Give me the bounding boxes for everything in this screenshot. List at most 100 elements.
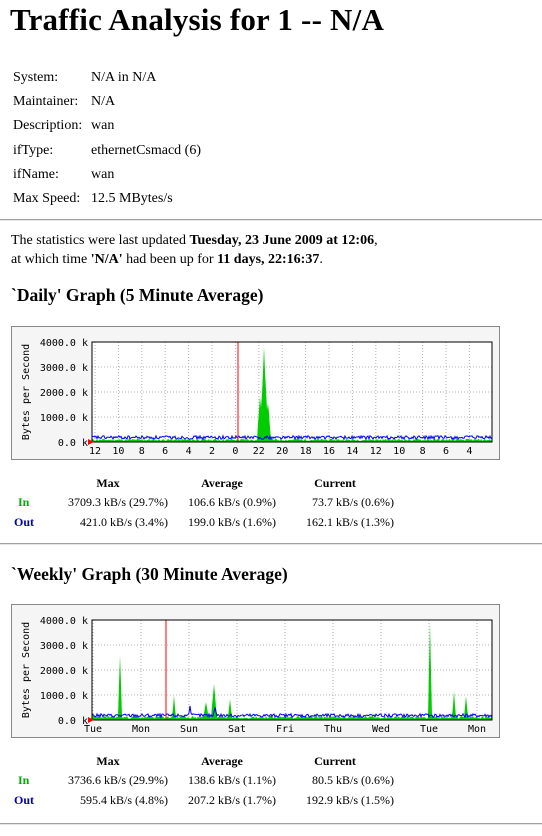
stats-text: at which time (11, 252, 91, 267)
info-label: ifType: (13, 142, 54, 158)
x-tick-label: 0 (232, 446, 238, 457)
weekly-graph-svg: 0.0 k 1000.0 k 2000.0 k 3000.0 k 4000.0 k Tue… (21, 616, 493, 735)
page-title: Traffic Analysis for 1 -- N/A (10, 2, 385, 37)
stats-text: . (319, 252, 323, 267)
col-current: Current (314, 753, 356, 768)
x-tick-label: 12 (370, 446, 382, 457)
info-label: ifName: (13, 166, 59, 182)
x-tick-label: 10 (112, 446, 124, 457)
plot-frame (91, 341, 493, 443)
info-row-system: System: N/A in N/A (13, 66, 201, 90)
info-value: wan (91, 118, 115, 134)
x-tick-label: 12 (89, 446, 101, 457)
out-current: 192.9 kB/s (1.5%) (306, 792, 394, 807)
out-average: 199.0 kB/s (1.6%) (188, 514, 276, 529)
y-tick-label: 0.0 k (58, 716, 88, 727)
y-tick-label: 0.0 k (58, 438, 88, 449)
device-info: System: N/A in N/A Maintainer: N/A Descrip… (13, 66, 201, 211)
out-current: 162.1 kB/s (1.3%) (306, 514, 394, 529)
uptime: 11 days, 22:16:37 (217, 252, 320, 267)
y-tick-label: 2000.0 k (40, 666, 88, 677)
out-max: 421.0 kB/s (3.4%) (80, 514, 168, 529)
divider (0, 219, 542, 221)
legend-row-out: Out 595.4 kB/s (4.8%) 207.2 kB/s (1.7%) … (14, 790, 394, 810)
y-tick-label: 2000.0 k (40, 388, 88, 399)
y-tick-label: 4000.0 k (40, 616, 88, 627)
x-tick-label: Fri (276, 724, 294, 735)
last-updated: Tuesday, 23 June 2009 at 12:06 (189, 233, 375, 248)
x-tick-label: 4 (466, 446, 472, 457)
col-max: Max (96, 753, 120, 768)
info-row-iftype: ifType: ethernetCsmacd (6) (13, 139, 201, 163)
col-average: Average (201, 753, 243, 768)
y-tick-label: 1000.0 k (40, 413, 88, 424)
x-tick-label: 6 (443, 446, 449, 457)
out-average: 207.2 kB/s (1.7%) (188, 792, 276, 807)
daily-graph-svg: 0.0 k 1000.0 k 2000.0 k 3000.0 k 4000.0 k 12 1… (21, 338, 493, 457)
weekly-graph: 0.0 k 1000.0 k 2000.0 k 3000.0 k 4000.0 k Tue… (11, 604, 500, 738)
x-tick-label: Thu (324, 724, 342, 735)
in-max: 3709.3 kB/s (29.7%) (68, 494, 168, 509)
info-label: Maintainer: (13, 94, 79, 110)
weekly-graph-heading: `Weekly' Graph (30 Minute Average) (11, 564, 288, 584)
stats-line-1: The statistics were last updated Tuesday… (11, 231, 378, 250)
info-row-ifname: ifName: wan (13, 163, 201, 187)
daily-graph: 0.0 k 1000.0 k 2000.0 k 3000.0 k 4000.0 k 12 1… (11, 326, 500, 460)
info-value: N/A (91, 94, 116, 110)
stats-text: had been up for (122, 252, 218, 267)
x-tick-label: Sun (180, 724, 198, 735)
x-tick-label: Mon (132, 724, 150, 735)
y-tick-label: 3000.0 k (40, 363, 88, 374)
weekly-legend-table: Max Average Current In 3736.6 kB/s (29.9… (14, 752, 394, 810)
x-tick-label: 8 (420, 446, 426, 457)
out-label: Out (14, 514, 35, 529)
x-tick-label: 18 (300, 446, 312, 457)
stats-line-2: at which time 'N/A' had been up for 11 d… (11, 250, 378, 269)
divider (0, 823, 542, 825)
x-tick-label: 4 (186, 446, 192, 457)
axis-origin-arrow (88, 439, 94, 445)
y-tick-label: 1000.0 k (40, 691, 88, 702)
divider (0, 543, 542, 545)
info-row-maintainer: Maintainer: N/A (13, 90, 201, 114)
in-average: 138.6 kB/s (1.1%) (188, 772, 276, 787)
col-average: Average (201, 475, 243, 490)
x-tick-label: 8 (139, 446, 145, 457)
info-value: N/A in N/A (91, 70, 157, 85)
info-row-description: Description: wan (13, 114, 201, 138)
out-traffic-line (91, 705, 493, 719)
info-value: wan (91, 166, 115, 182)
in-current: 80.5 kB/s (0.6%) (312, 772, 394, 787)
in-max: 3736.6 kB/s (29.9%) (68, 772, 168, 787)
out-label: Out (14, 792, 35, 807)
axis-origin-arrow (88, 717, 94, 723)
out-max: 595.4 kB/s (4.8%) (80, 792, 168, 807)
col-current: Current (314, 475, 356, 490)
legend-row-out: Out 421.0 kB/s (3.4%) 199.0 kB/s (1.6%) … (14, 512, 394, 532)
legend-row-in: In 3709.3 kB/s (29.7%) 106.6 kB/s (0.9%)… (14, 492, 394, 512)
x-tick-label: Mon (468, 724, 486, 735)
col-max: Max (96, 475, 120, 490)
y-tick-label: 4000.0 k (40, 338, 88, 349)
y-tick-label: 3000.0 k (40, 641, 88, 652)
info-row-max-speed: Max Speed: 12.5 MBytes/s (13, 187, 201, 211)
in-label: In (18, 772, 30, 787)
x-tick-label: 16 (323, 446, 335, 457)
update-statistics: The statistics were last updated Tuesday… (11, 231, 378, 269)
y-axis-label: Bytes per Second (21, 622, 32, 718)
stats-text: The statistics were last updated (11, 233, 190, 248)
x-tick-label: 10 (393, 446, 405, 457)
x-tick-label: Sat (228, 724, 246, 735)
in-average: 106.6 kB/s (0.9%) (188, 494, 276, 509)
daily-graph-heading: `Daily' Graph (5 Minute Average) (11, 285, 264, 305)
device-name: 'N/A' (90, 252, 123, 267)
x-tick-label: 14 (346, 446, 358, 457)
x-tick-label: Tue (84, 724, 102, 735)
daily-legend-table: Max Average Current In 3709.3 kB/s (29.7… (14, 474, 394, 532)
plot-frame (91, 619, 493, 721)
info-value: 12.5 MBytes/s (91, 191, 173, 207)
x-tick-label: 20 (276, 446, 288, 457)
x-tick-label: 6 (162, 446, 168, 457)
info-value: ethernetCsmacd (6) (91, 142, 202, 158)
out-traffic-line (91, 434, 493, 441)
